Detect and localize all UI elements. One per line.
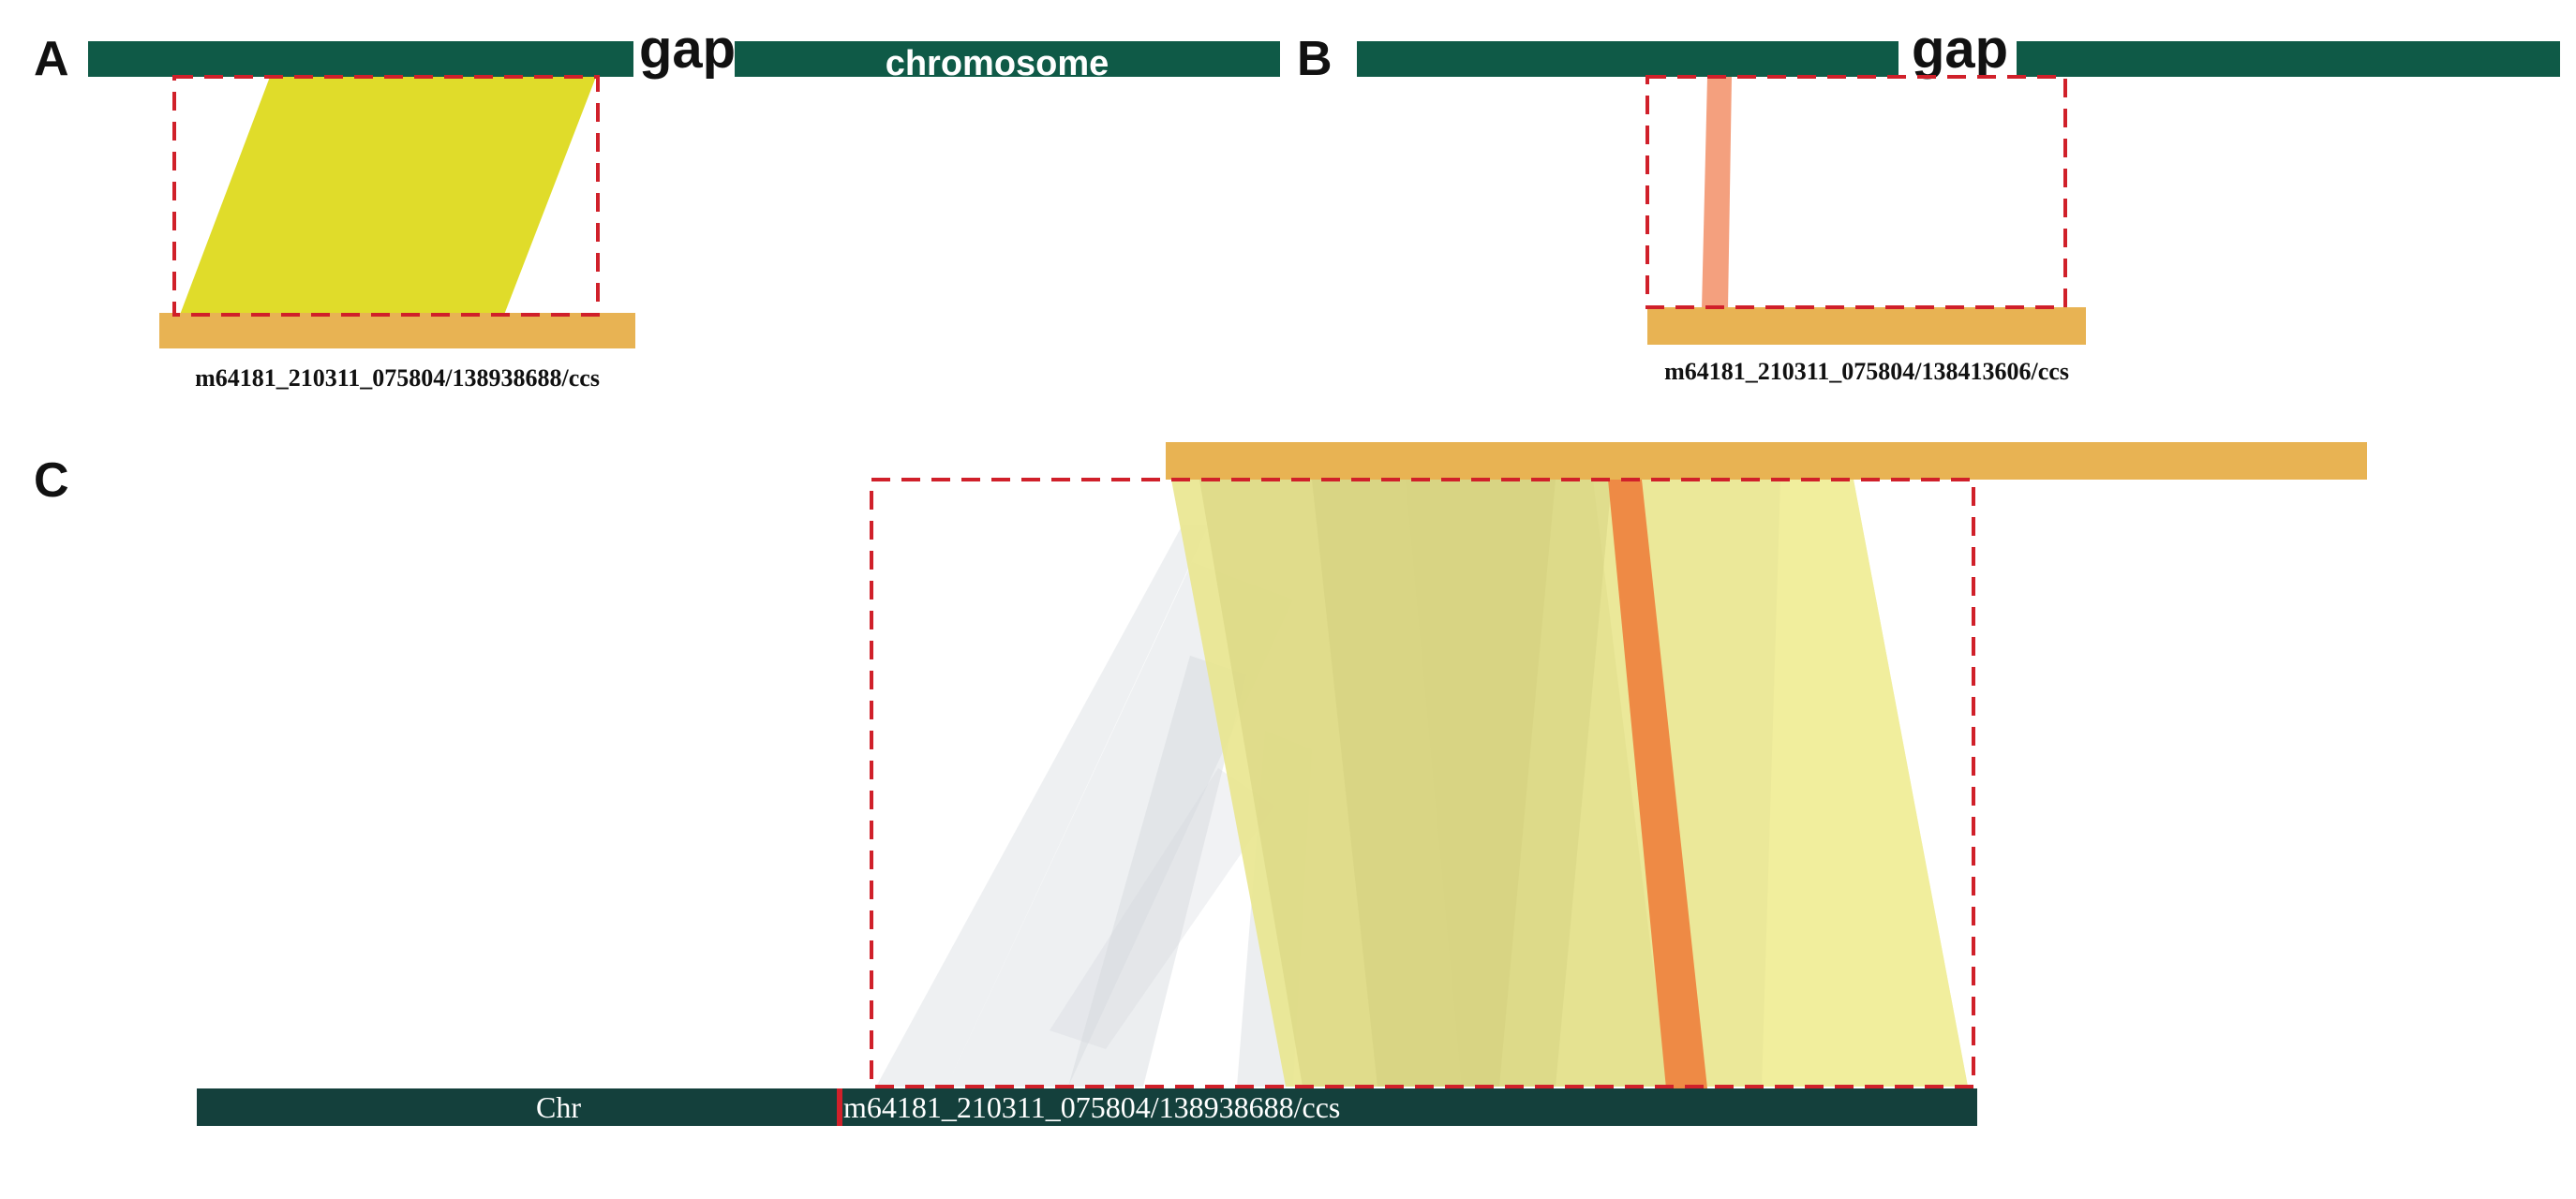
panel-a-chromosome-right — [735, 41, 1280, 77]
panel-b-chromosome-right — [2017, 41, 2560, 77]
yellow-ribbon-right — [1762, 480, 1968, 1087]
panel-c-yellow-alignments — [1171, 480, 1968, 1087]
panel-c-gap-box — [870, 478, 1975, 1088]
panel-b: B gap m64181_210311_075804/138413606/ccs — [1297, 19, 2560, 385]
panel-a-read-label: m64181_210311_075804/138938688/ccs — [195, 364, 600, 392]
panel-a-read-bar — [159, 313, 635, 348]
panel-a-gap-box — [172, 75, 600, 317]
panel-a-alignment-band — [180, 77, 596, 315]
panel-b-gap-box — [1645, 75, 2067, 309]
gray-ribbon-5 — [1050, 768, 1274, 1049]
panel-a-chromosome-label: chromosome — [886, 44, 1109, 83]
panel-b-letter: B — [1297, 32, 1333, 86]
gray-ribbon-1 — [876, 525, 1209, 1087]
panel-b-read-bar — [1647, 307, 2086, 345]
panel-c-read-label: m64181_210311_075804/138938688/ccs — [843, 1090, 1340, 1124]
panel-a-letter: A — [34, 32, 69, 86]
panel-c-orange-alignment — [1608, 480, 1707, 1088]
panel-c-position-marker — [837, 1088, 842, 1126]
yellow-ribbon-dense-2 — [1312, 480, 1612, 1087]
panel-a-chromosome-left — [88, 41, 633, 77]
panel-b-alignment-band — [1702, 77, 1732, 309]
yellow-ribbon-dense-1 — [1199, 480, 1556, 1087]
panel-a-gap-label: gap — [639, 19, 736, 80]
panel-c-chr-label: Chr — [536, 1090, 581, 1124]
gray-ribbon-2 — [946, 562, 1293, 1087]
panel-c-read-bar — [1166, 442, 2367, 480]
panel-b-chromosome-left — [1357, 41, 1898, 77]
panel-a: A gap chromosome m64181_210311_075804/13… — [34, 19, 1280, 392]
panel-b-gap-label: gap — [1912, 19, 2008, 80]
panel-c: C Chr m64181_210311_075804/138938688/ccs — [34, 442, 2367, 1126]
gray-ribbon-3 — [1068, 656, 1246, 1087]
panel-b-read-label: m64181_210311_075804/138413606/ccs — [1664, 358, 2069, 385]
panel-c-letter: C — [34, 453, 69, 508]
panel-c-chr-bar — [197, 1088, 1977, 1126]
yellow-ribbon-dense-3 — [1406, 480, 1668, 1087]
